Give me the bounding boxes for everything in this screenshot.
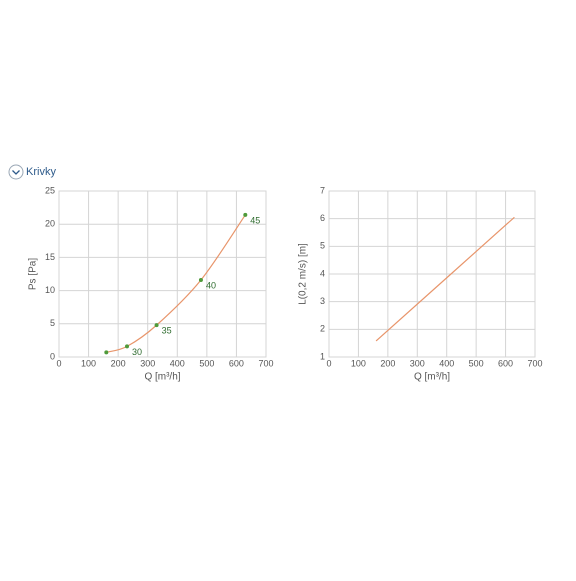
y-tick-label: 1 — [320, 351, 325, 361]
point-label: 30 — [132, 347, 142, 357]
y-tick-label: 0 — [50, 351, 55, 361]
x-tick-label: 600 — [498, 358, 513, 368]
x-tick-label: 100 — [81, 358, 96, 368]
y-tick-label: 7 — [320, 185, 325, 195]
x-tick-label: 400 — [170, 358, 185, 368]
y-tick-label: 3 — [320, 296, 325, 306]
x-tick-label: 300 — [140, 358, 155, 368]
y-tick-label: 25 — [45, 185, 55, 195]
y-tick-label: 2 — [320, 324, 325, 334]
x-axis-title: Q [m³/h] — [414, 372, 450, 383]
chart: 0 100 200 300 400 500 600 700 0 5 10 15 20 25 Q [m³/h]… — [28, 185, 274, 382]
chevron — [12, 170, 20, 175]
point — [104, 350, 109, 355]
y-tick-label: 4 — [320, 268, 325, 278]
point-label: 40 — [206, 280, 216, 290]
x-tick-label: 100 — [351, 358, 366, 368]
x-tick-label: 700 — [258, 358, 273, 368]
y-axis-title: L(0,2 m/s) [m] — [298, 243, 309, 305]
point-label: 35 — [162, 326, 172, 336]
toggle-icon[interactable] — [8, 164, 24, 180]
y-tick-label: 15 — [45, 252, 55, 262]
x-tick-label: 0 — [326, 358, 331, 368]
y-tick-label: 5 — [320, 241, 325, 251]
chart: 0 100 200 300 400 500 600 700 1 2 3 4 5 6 7 Q [m³/h] L(0… — [298, 185, 543, 382]
x-axis-title: Q [m³/h] — [144, 372, 180, 383]
point-label: 45 — [250, 215, 260, 225]
series-line — [375, 216, 515, 342]
x-tick-label: 500 — [469, 358, 484, 368]
point — [125, 344, 130, 349]
x-tick-label: 500 — [199, 358, 214, 368]
x-tick-label: 0 — [56, 358, 61, 368]
y-tick-label: 20 — [45, 219, 55, 229]
section-title[interactable]: Krivky — [26, 166, 56, 178]
point — [198, 277, 203, 282]
x-tick-label: 300 — [410, 358, 425, 368]
point — [154, 323, 159, 328]
x-tick-label: 200 — [111, 358, 126, 368]
x-tick-label: 600 — [229, 358, 244, 368]
y-axis-title: Ps [Pa] — [28, 258, 39, 290]
point — [243, 212, 248, 217]
y-tick-label: 5 — [50, 318, 55, 328]
section-toggle[interactable]: Krivky — [8, 164, 56, 180]
x-tick-label: 700 — [527, 358, 542, 368]
y-tick-label: 10 — [45, 285, 55, 295]
y-tick-label: 6 — [320, 213, 325, 223]
x-tick-label: 400 — [439, 358, 454, 368]
x-tick-label: 200 — [380, 358, 395, 368]
